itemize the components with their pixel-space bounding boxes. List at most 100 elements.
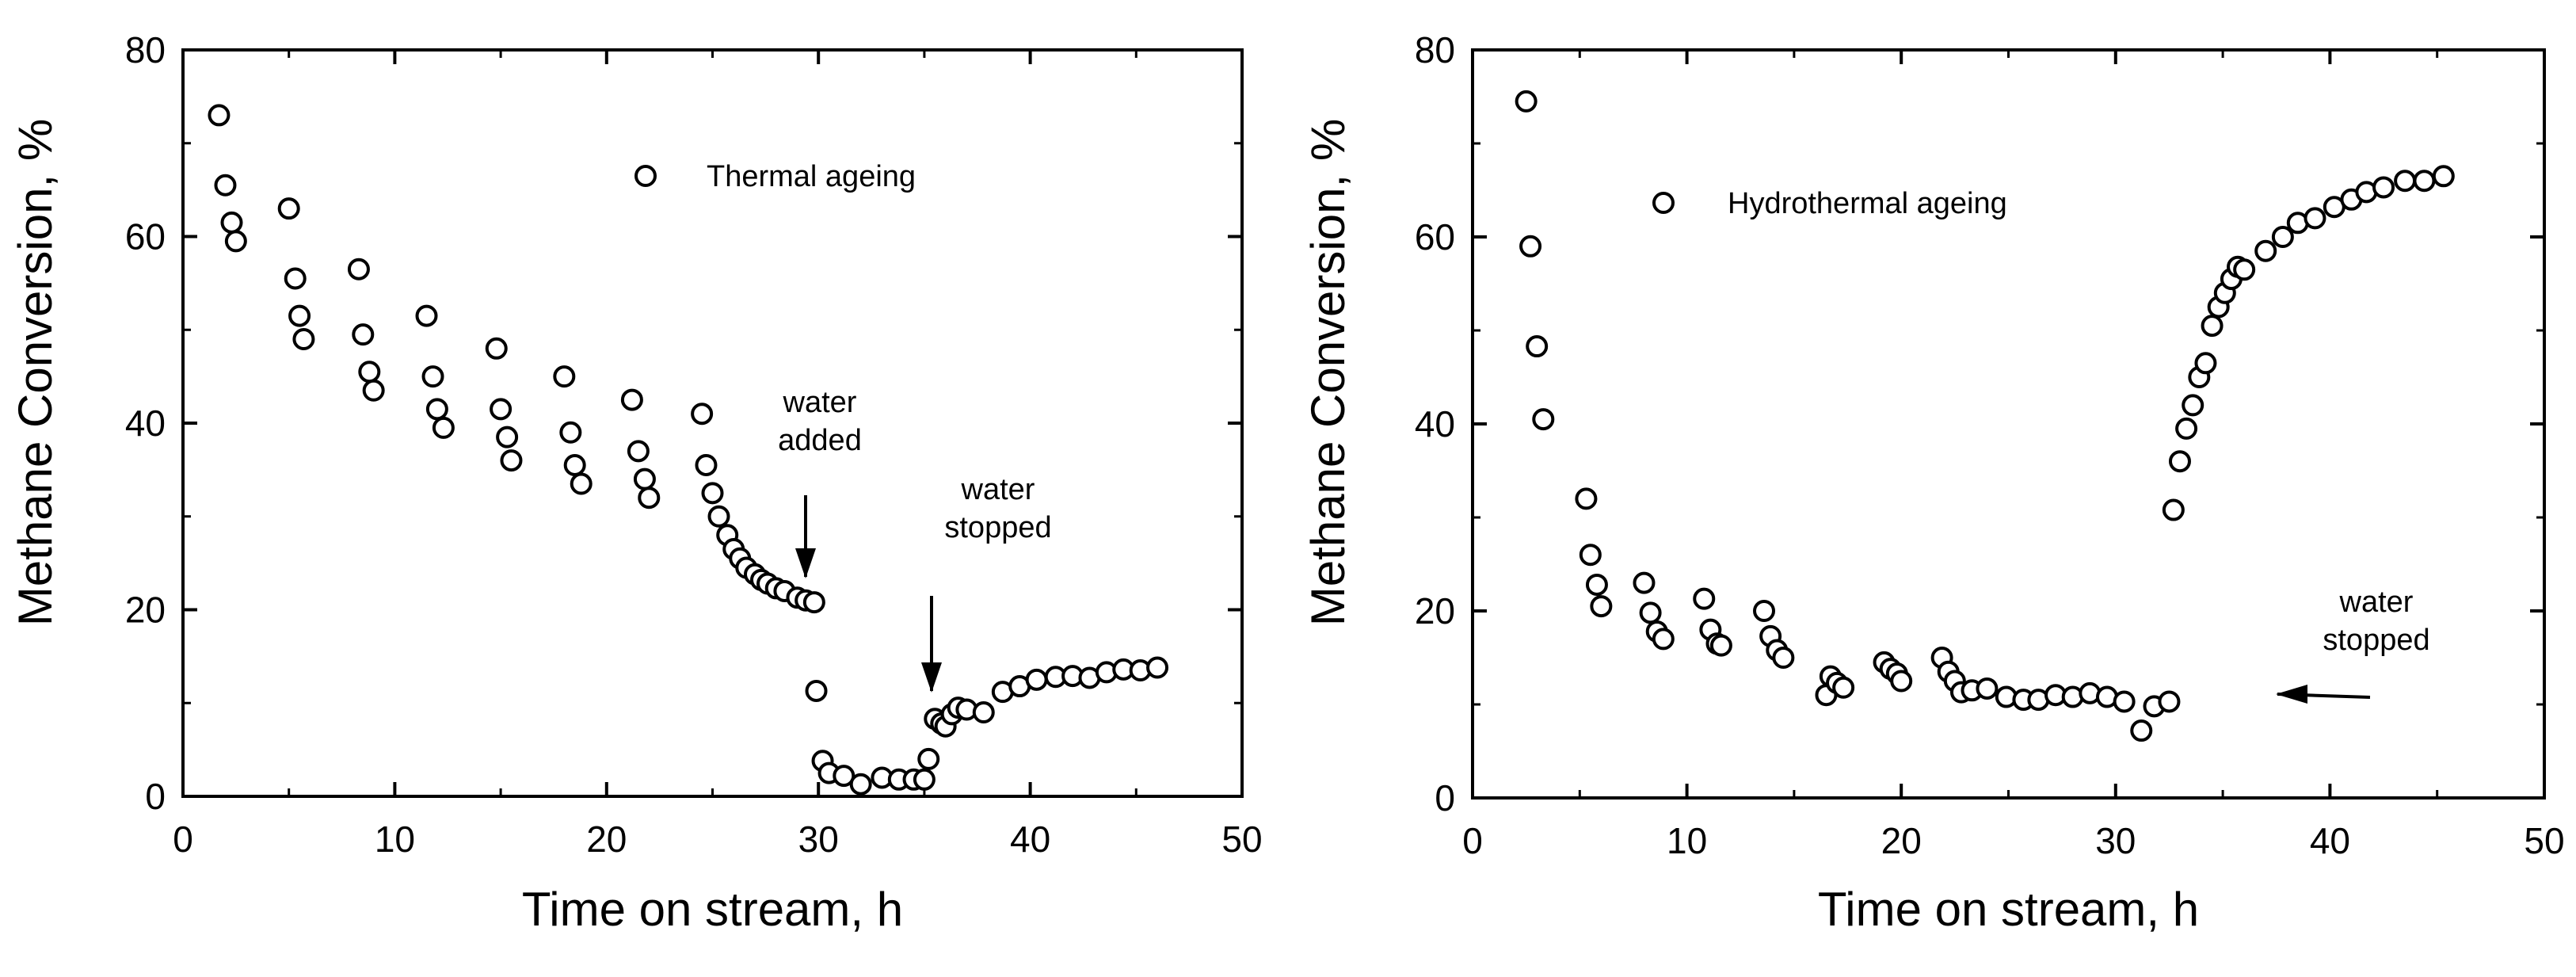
data-point <box>1579 544 1602 567</box>
data-point <box>2271 226 2294 248</box>
y-tick-label: 0 <box>145 776 166 817</box>
annotation-text: added <box>778 424 862 457</box>
data-point <box>2182 394 2204 417</box>
y-axis-label: Methane Conversion, % <box>9 119 62 626</box>
data-point <box>1585 573 1608 596</box>
data-point <box>292 328 315 351</box>
data-point <box>362 379 385 402</box>
data-point <box>1709 634 1732 657</box>
x-tick-label: 20 <box>586 819 627 860</box>
data-point <box>802 591 825 614</box>
data-point <box>1146 656 1169 679</box>
legend-label: Hydrothermal ageing <box>1728 187 2007 220</box>
data-point <box>415 304 438 327</box>
chart-thermal-ageing: 0 10 20 30 40 50 0 20 40 60 80 Time on stream, h Met… <box>9 29 1263 936</box>
data-point <box>1633 571 1656 594</box>
data-point <box>913 768 936 791</box>
x-axis-label: Time on stream, h <box>1818 883 2199 936</box>
data-point <box>432 416 455 439</box>
x-tick-label: 0 <box>173 819 193 860</box>
data-point <box>805 679 828 702</box>
y-tick-label: 80 <box>1415 29 1455 71</box>
data-point <box>2175 417 2198 440</box>
data-point <box>490 398 513 421</box>
data-point <box>1519 235 1542 258</box>
y-tick-label: 80 <box>125 29 166 71</box>
legend-label: Thermal ageing <box>707 160 916 193</box>
data-point <box>849 773 872 796</box>
y-tick-label: 20 <box>125 590 166 631</box>
x-axis-label: Time on stream, h <box>522 883 903 936</box>
data-point <box>1639 601 1662 624</box>
data-point <box>421 365 444 388</box>
data-point <box>1772 647 1795 669</box>
y-tick-label: 60 <box>1415 216 1455 258</box>
annotation-text: stopped <box>944 511 1051 544</box>
annotation-text: water <box>961 473 1035 506</box>
data-point <box>691 403 714 426</box>
data-point <box>1753 600 1776 622</box>
data-point <box>1652 628 1675 651</box>
data-point <box>2432 165 2455 188</box>
legend-marker <box>634 165 657 187</box>
data-point <box>224 230 247 253</box>
data-point <box>707 505 730 528</box>
data-point <box>1532 408 1555 431</box>
data-point <box>917 747 940 770</box>
data-point <box>358 361 381 384</box>
data-point <box>2372 176 2395 199</box>
annotation-arrow-head <box>795 548 816 578</box>
y-tick-label: 60 <box>125 216 166 258</box>
data-point <box>1890 670 1913 693</box>
data-point <box>214 174 237 197</box>
data-point <box>220 211 243 234</box>
data-point <box>2254 239 2277 262</box>
data-point <box>2201 315 2224 338</box>
data-point <box>496 426 519 448</box>
data-point <box>833 765 855 788</box>
data-point <box>620 388 643 411</box>
x-tick-label: 30 <box>798 819 839 860</box>
data-point <box>2394 170 2417 193</box>
data-point <box>485 337 508 360</box>
x-tick-label: 50 <box>2524 820 2564 861</box>
y-tick-label: 20 <box>1415 590 1455 632</box>
data-point <box>2304 207 2326 230</box>
data-point <box>1025 668 1048 691</box>
data-point <box>347 258 370 281</box>
data-point <box>563 453 586 476</box>
x-tick-label: 40 <box>2310 820 2350 861</box>
data-point <box>633 468 656 490</box>
data-point <box>2158 690 2181 713</box>
data-point <box>559 421 582 444</box>
y-tick-label: 0 <box>1435 777 1455 819</box>
data-point <box>695 453 718 476</box>
annotation-text: water <box>783 386 857 419</box>
data-point <box>352 323 375 346</box>
annotation-text: stopped <box>2323 624 2429 657</box>
data-point <box>2413 170 2436 193</box>
legend-marker <box>1652 192 1675 214</box>
data-point <box>627 440 650 463</box>
data-point <box>1693 587 1716 610</box>
data-point <box>500 449 523 472</box>
annotation-arrow-head <box>921 662 942 693</box>
data-point <box>972 701 995 724</box>
data-point <box>2233 258 2256 281</box>
chart-hydrothermal-ageing: 0 10 20 30 40 50 0 20 40 60 80 Time on stream, h Met… <box>1301 29 2565 936</box>
data-point <box>1515 90 1538 113</box>
x-tick-label: 50 <box>1221 819 1262 860</box>
data-point <box>1526 335 1549 358</box>
data-point <box>701 482 724 505</box>
x-tick-label: 10 <box>375 819 415 860</box>
y-tick-label: 40 <box>1415 403 1455 445</box>
data-point <box>425 398 448 421</box>
annotation-arrow-head <box>2276 685 2307 704</box>
data-point <box>208 104 231 127</box>
data-point <box>1832 676 1855 699</box>
data-point <box>1575 487 1598 510</box>
x-tick-label: 20 <box>1881 820 1922 861</box>
data-point <box>2194 352 2217 375</box>
